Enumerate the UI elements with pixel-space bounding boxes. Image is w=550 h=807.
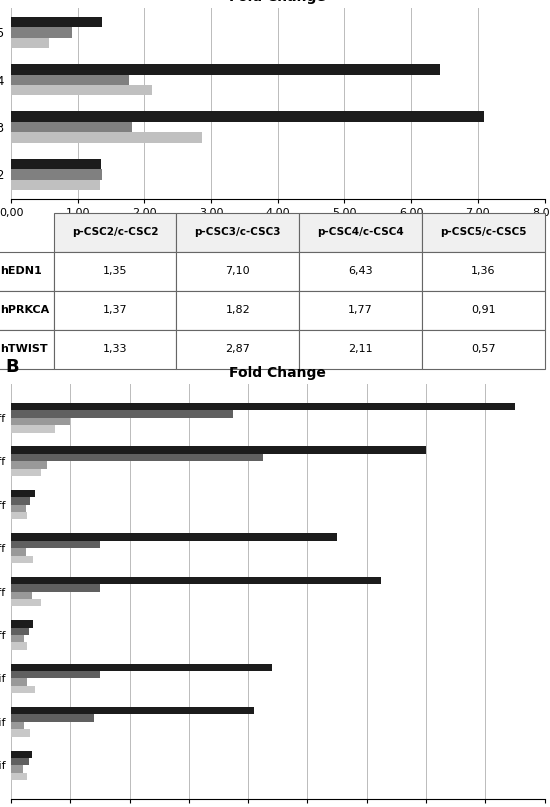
Bar xyxy=(11,85,152,95)
Bar xyxy=(11,722,24,730)
Bar xyxy=(11,730,30,737)
Bar xyxy=(11,425,56,433)
Bar xyxy=(11,621,33,628)
Bar xyxy=(11,758,29,765)
Bar xyxy=(11,751,32,758)
Bar xyxy=(11,663,272,671)
Bar xyxy=(11,512,28,520)
Bar xyxy=(11,169,102,180)
Bar xyxy=(11,74,129,85)
Bar xyxy=(11,592,32,599)
Bar xyxy=(11,679,28,686)
Bar xyxy=(11,707,254,714)
Bar xyxy=(11,555,33,563)
Bar xyxy=(11,38,49,48)
Text: B: B xyxy=(6,358,19,376)
Bar xyxy=(11,577,382,584)
Bar xyxy=(11,122,133,132)
Bar xyxy=(11,497,30,504)
Bar xyxy=(11,772,28,780)
Title: Fold Change: Fold Change xyxy=(229,0,326,4)
Bar xyxy=(11,180,100,190)
Bar xyxy=(11,490,35,497)
Bar xyxy=(11,159,101,169)
Bar xyxy=(11,671,100,679)
Bar xyxy=(11,462,47,469)
Bar xyxy=(11,27,72,38)
Bar xyxy=(11,548,26,555)
Bar xyxy=(11,635,24,642)
Bar xyxy=(11,584,100,592)
Bar xyxy=(11,541,100,548)
Bar xyxy=(11,454,263,462)
Bar xyxy=(11,504,26,512)
Bar xyxy=(11,469,41,476)
Bar xyxy=(11,418,70,425)
Bar xyxy=(11,765,23,772)
Bar xyxy=(11,714,94,722)
Bar xyxy=(11,628,29,635)
Bar xyxy=(11,17,102,27)
Bar xyxy=(11,132,202,143)
Bar xyxy=(11,533,337,541)
Bar xyxy=(11,403,515,411)
Bar xyxy=(11,64,440,74)
Bar xyxy=(11,446,426,454)
Bar xyxy=(11,686,35,693)
Bar xyxy=(11,642,28,650)
Bar xyxy=(11,411,233,418)
Bar xyxy=(11,599,41,606)
Title: Fold Change: Fold Change xyxy=(229,366,326,380)
Bar xyxy=(11,111,485,122)
